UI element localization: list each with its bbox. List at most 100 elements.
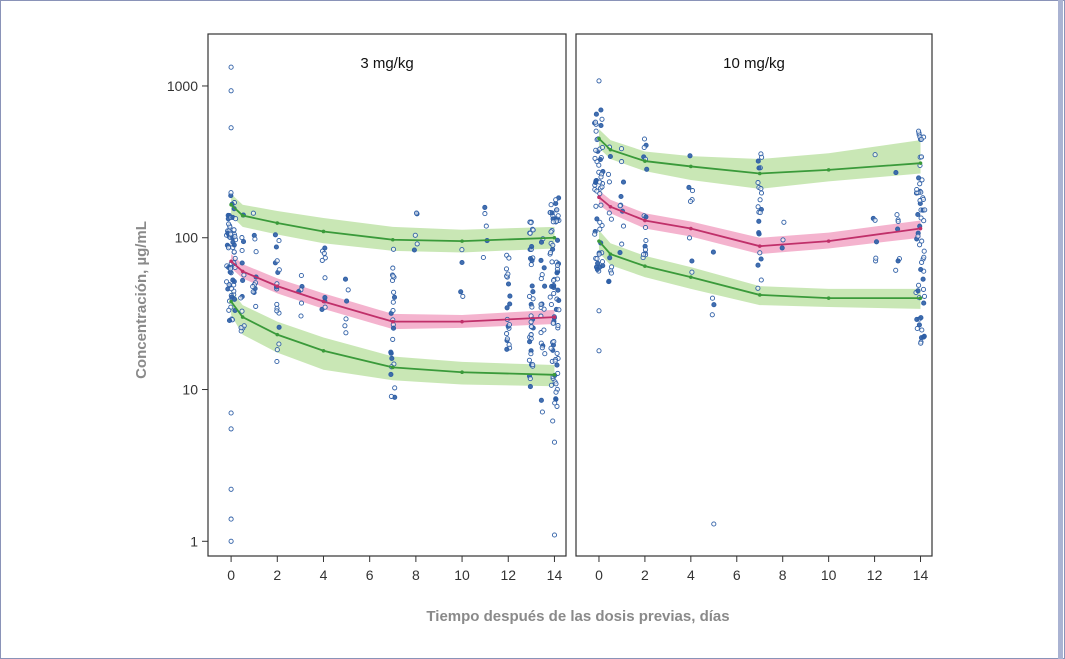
observed-point: [411, 247, 417, 253]
line-marker: [229, 299, 233, 304]
observed-point: [620, 179, 627, 185]
observed-point: [507, 301, 513, 307]
x-tick-label: 14: [547, 567, 563, 583]
observed-point: [527, 376, 533, 382]
observed-point: [541, 306, 547, 312]
observed-point: [755, 285, 761, 291]
observed-point: [530, 296, 536, 302]
observed-point: [253, 303, 259, 309]
observed-point: [276, 341, 282, 347]
line-marker: [240, 213, 245, 218]
observed-point: [918, 315, 924, 321]
observed-point: [550, 242, 556, 248]
observed-point: [554, 350, 560, 356]
x-tick-label: 6: [366, 567, 374, 583]
observed-point: [538, 276, 544, 282]
observed-point: [893, 267, 899, 273]
observed-point: [390, 246, 397, 252]
observed-point: [538, 257, 544, 263]
observed-point: [921, 254, 927, 260]
observed-point: [916, 128, 922, 134]
observed-point: [555, 323, 561, 329]
observed-point: [915, 211, 921, 218]
line-marker: [757, 293, 762, 297]
observed-point: [391, 289, 397, 295]
observed-point: [918, 266, 924, 273]
observed-point: [505, 281, 512, 287]
observed-point: [240, 239, 247, 245]
observed-point: [528, 332, 534, 338]
observed-point: [592, 155, 598, 161]
observed-point: [228, 486, 234, 492]
observed-point: [620, 223, 627, 229]
observed-point: [687, 198, 694, 204]
observed-point: [504, 346, 510, 352]
observed-point: [598, 107, 604, 113]
observed-point: [919, 327, 925, 333]
observed-point: [547, 250, 554, 256]
observed-point: [239, 247, 245, 254]
observed-point: [872, 152, 878, 158]
observed-point: [389, 355, 395, 361]
observed-point: [555, 262, 561, 268]
observed-point: [506, 322, 512, 328]
band-percentile-2: [598, 230, 921, 309]
observed-point: [528, 262, 534, 268]
observed-point: [503, 266, 510, 272]
observed-point: [527, 384, 533, 390]
observed-point: [554, 362, 560, 368]
panel-1: 3 mg/kg 0 2 4 6 8 10 12 14 1 10 100 1000: [167, 33, 567, 583]
observed-point: [550, 219, 556, 225]
observed-point: [253, 249, 259, 255]
x-tick-label: 8: [779, 567, 787, 583]
observed-point: [504, 336, 510, 342]
observed-point: [506, 342, 512, 348]
observed-point: [390, 273, 396, 279]
line-marker: [460, 370, 464, 375]
observed-point: [298, 313, 304, 319]
observed-point: [551, 439, 558, 445]
observed-point: [592, 119, 599, 125]
observed-point: [322, 245, 328, 251]
observed-point: [239, 308, 245, 314]
observed-point: [250, 284, 256, 290]
observed-point: [458, 289, 464, 295]
observed-point: [893, 170, 899, 176]
observed-point: [593, 203, 599, 209]
panel-title: 10 mg/kg: [723, 55, 785, 72]
observed-point: [643, 237, 649, 244]
observed-point: [552, 400, 558, 406]
observed-point: [756, 165, 762, 171]
observed-point: [276, 267, 282, 273]
observed-point: [608, 216, 614, 222]
observed-point: [238, 325, 244, 331]
observed-point: [228, 231, 234, 237]
observed-point: [549, 259, 555, 265]
observed-point: [919, 259, 925, 265]
observed-point: [548, 382, 554, 388]
observed-point: [596, 348, 602, 354]
observed-point: [272, 232, 278, 238]
observed-point: [593, 128, 599, 134]
line-marker: [689, 275, 693, 279]
observed-point: [343, 330, 349, 336]
observed-point: [606, 179, 612, 185]
observed-point: [553, 396, 559, 402]
observed-point: [757, 197, 763, 203]
observed-point: [895, 258, 901, 264]
x-tick-label: 2: [273, 567, 281, 583]
observed-point: [392, 385, 398, 391]
observed-point: [758, 277, 764, 283]
observed-point: [593, 179, 599, 185]
observed-point: [388, 349, 394, 355]
x-tick-label: 2: [641, 567, 649, 583]
observed-point: [391, 294, 398, 300]
observed-point: [918, 340, 924, 346]
observed-point: [758, 190, 765, 196]
line-marker: [918, 161, 923, 165]
observed-point: [298, 300, 305, 306]
observed-points: [224, 64, 562, 544]
line-marker: [460, 239, 464, 243]
observed-point: [609, 264, 615, 270]
line-marker: [275, 221, 280, 225]
